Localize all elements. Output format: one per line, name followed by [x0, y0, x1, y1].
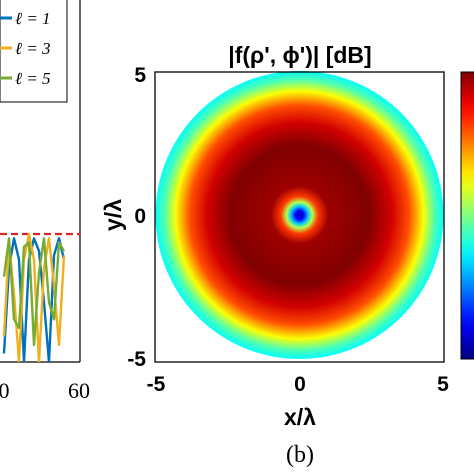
x-tick-label: 0	[294, 373, 306, 396]
heatmap-y-axis-label: y/λ	[100, 199, 126, 231]
heatmap-aperture-disk	[155, 71, 444, 359]
series-line	[2, 237, 66, 347]
y-tick-label: -5	[127, 348, 146, 371]
left-x-tick-label: 0	[0, 378, 10, 403]
y-tick-label: 0	[134, 205, 146, 228]
heatmap-panel: |f(ρ', ϕ')| [dB] 5 0 -5 -5 0 5 x/λ y/λ (…	[100, 42, 474, 468]
left-legend: ℓ = 1 ℓ = 3 ℓ = 5	[0, 9, 51, 88]
heatmap-x-ticks: -5 0 5	[147, 373, 450, 396]
x-tick-label: 5	[437, 373, 449, 396]
legend-label: ℓ = 3	[15, 39, 51, 58]
heatmap-y-ticks: 5 0 -5	[127, 64, 146, 371]
legend-label: ℓ = 1	[15, 9, 51, 28]
left-line-chart-panel: ℓ = 1 ℓ = 3 ℓ = 5 0 60	[0, 0, 90, 403]
series-line	[2, 232, 66, 362]
series-line	[2, 237, 66, 362]
panel-caption: (b)	[286, 442, 314, 468]
y-tick-label: 5	[134, 64, 146, 87]
heatmap-axes-box	[154, 71, 445, 363]
left-series-group	[2, 232, 66, 362]
heatmap-title: |f(ρ', ϕ')| [dB]	[228, 42, 371, 68]
colorbar	[460, 71, 474, 360]
legend-label: ℓ = 5	[15, 69, 51, 88]
heatmap-x-axis-label: x/λ	[284, 404, 316, 430]
left-x-tick-label: 60	[68, 378, 90, 403]
x-tick-label: -5	[147, 373, 166, 396]
